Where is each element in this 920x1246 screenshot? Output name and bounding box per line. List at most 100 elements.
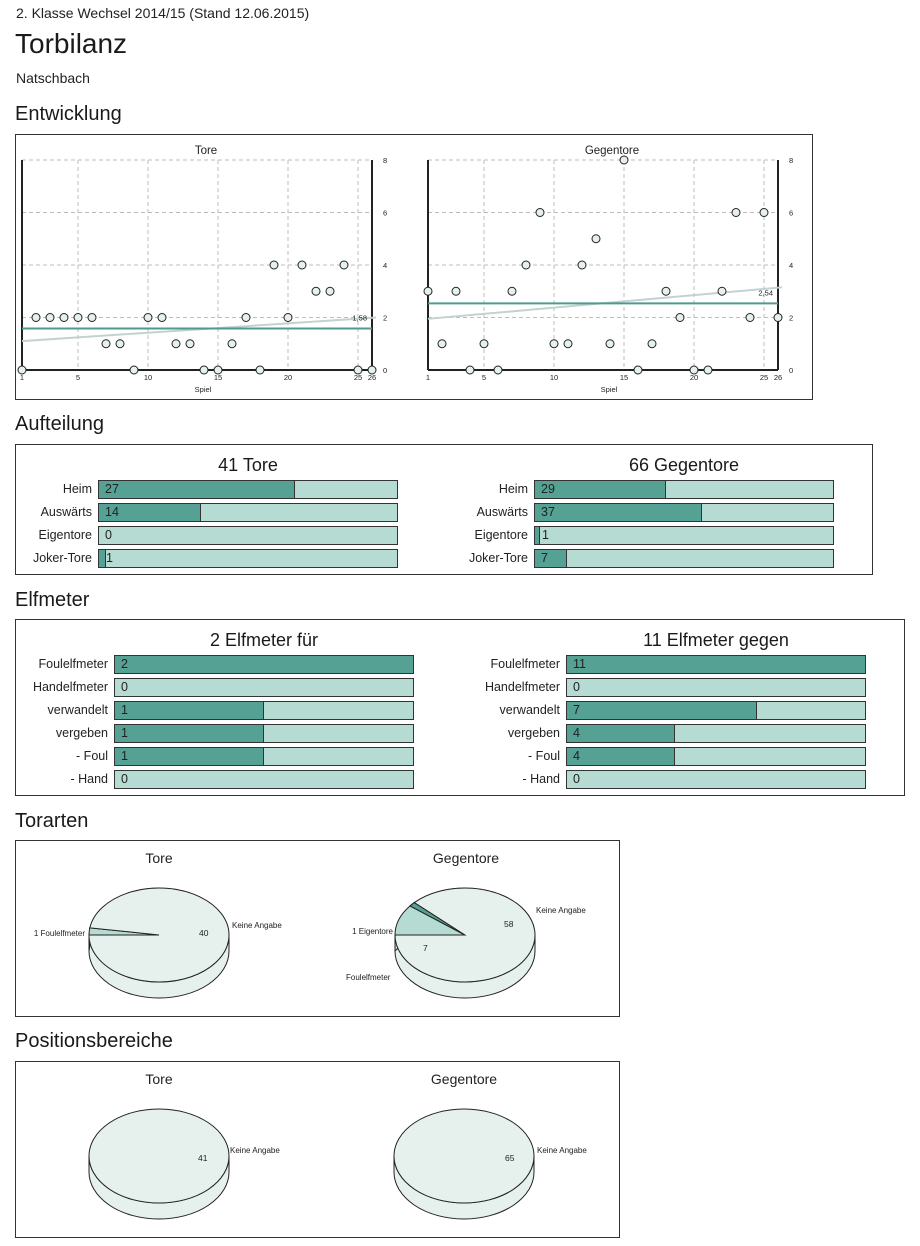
bar-row: vergeben 4 [468,724,866,743]
bar-fill [567,702,757,719]
data-point [759,208,769,217]
bar-row: Auswärts 37 [452,503,834,522]
bar-value: 4 [573,749,580,763]
bar-label: Eigentore [38,528,92,542]
positionsbereiche-panel: Tore Keine Angabe 41 Gegentore Keine Angabe… [15,1061,620,1238]
y-tick-label: 2 [789,314,793,323]
bar-row: Foulelfmeter 2 [16,655,414,674]
bar-track: 37 [534,503,834,522]
bar-value: 1 [121,726,128,740]
data-point [353,365,363,375]
x-tick-label: 15 [214,373,222,382]
bar-value: 7 [573,703,580,717]
data-point [451,286,461,296]
bar-label: vergeben [507,726,560,740]
bar-fill [99,481,296,498]
bar-fill [567,656,865,673]
bar-chart-tore: 41 Tore Heim 27 Auswärts 14 Eigentore 0 Joker-T… [16,445,436,574]
pie-label: Keine Angabe [230,1146,280,1155]
pie-label: Keine Angabe [232,921,282,930]
data-point [157,313,167,322]
y-tick-label: 8 [383,156,387,165]
pie-slice [88,1108,230,1204]
data-point [311,286,321,296]
data-point [437,339,447,349]
data-point [255,365,265,375]
data-point [241,313,251,322]
bar-row: Heim 27 [16,480,398,499]
section-heading-entwicklung: Entwicklung [15,103,122,125]
pie-value-label: 40 [199,928,209,938]
bar-fill [567,725,676,742]
bar-track: 7 [534,549,834,568]
data-point [325,286,335,296]
bar-track: 7 [566,701,866,720]
bar-value: 0 [573,772,580,786]
aufteilung-panel: 41 Tore Heim 27 Auswärts 14 Eigentore 0 Joker-T… [15,444,873,575]
elfmeter-panel: 2 Elfmeter für Foulelfmeter 2 Handelfmeter 0… [15,619,905,796]
bar-fill [535,550,567,567]
bar-row: - Hand 0 [16,770,414,789]
bar-track: 0 [114,770,414,789]
bar-label: Auswärts [476,505,528,519]
bar-row: - Foul 4 [468,747,866,766]
pie-title: Gegentore [431,1071,497,1087]
bar-value: 14 [105,505,119,519]
data-point [549,339,559,349]
bar-value: 7 [541,551,548,565]
data-point [591,234,601,244]
bar-label: verwandelt [499,703,560,717]
bar-label: Heim [62,482,92,496]
bar-track: 2 [114,655,414,674]
page-title: Torbilanz [15,28,128,59]
bar-track: 1 [98,549,398,568]
bar-track: 1 [114,724,414,743]
pie-label: Foulelfmeter [346,973,391,982]
data-point [185,339,195,349]
bar-chart-title: 2 Elfmeter für [209,630,319,650]
bar-value: 1 [542,528,549,542]
bar-row: vergeben 1 [16,724,414,743]
data-point [493,365,503,375]
bar-track: 0 [566,770,866,789]
data-point [423,286,433,296]
bar-label: - Hand [70,772,108,786]
x-tick-label: 5 [76,373,80,382]
bar-value: 27 [105,482,119,496]
x-tick-label: 1 [20,373,24,382]
pie-title: Tore [145,850,172,866]
bar-fill [115,656,413,673]
bar-row: - Foul 1 [16,747,414,766]
pie-chart-torarten-gegentore: Gegentore Keine Angabe 58 1 Eigentore 7 Foule… [346,850,586,999]
pie-slice [394,887,536,983]
section-heading-torarten: Torarten [15,810,89,832]
entwicklung-panel: Tore 0 2 4 6 8 1 5 10 15 20 25 26 Spiel 1,58 Gegentore… [15,134,813,400]
bar-row: verwandelt 1 [16,701,414,720]
bar-row: Eigentore 1 [452,526,834,545]
bar-row: Foulelfmeter 11 [468,655,866,674]
bar-value: 0 [121,680,128,694]
data-point [283,313,293,322]
bar-label: - Hand [522,772,560,786]
bar-label: verwandelt [47,703,108,717]
data-point [773,313,783,322]
bar-fill [567,748,676,765]
bar-row: Joker-Tore 1 [16,549,398,568]
data-point [703,365,713,375]
bar-row: verwandelt 7 [468,701,866,720]
bar-label: Auswärts [40,505,92,519]
pie-chart-positionen-gegentore: Gegentore Keine Angabe 65 [393,1071,587,1220]
x-tick-label: 10 [550,373,558,382]
bar-track: 11 [566,655,866,674]
y-tick-label: 4 [383,261,387,270]
bar-track: 27 [98,480,398,499]
bar-label: Heim [498,482,528,496]
bar-track: 14 [98,503,398,522]
bar-value: 1 [121,703,128,717]
bar-value: 29 [541,482,555,496]
data-point [297,260,307,270]
bar-label: Joker-Tore [468,551,528,565]
data-point [689,365,699,375]
bar-value: 1 [121,749,128,763]
